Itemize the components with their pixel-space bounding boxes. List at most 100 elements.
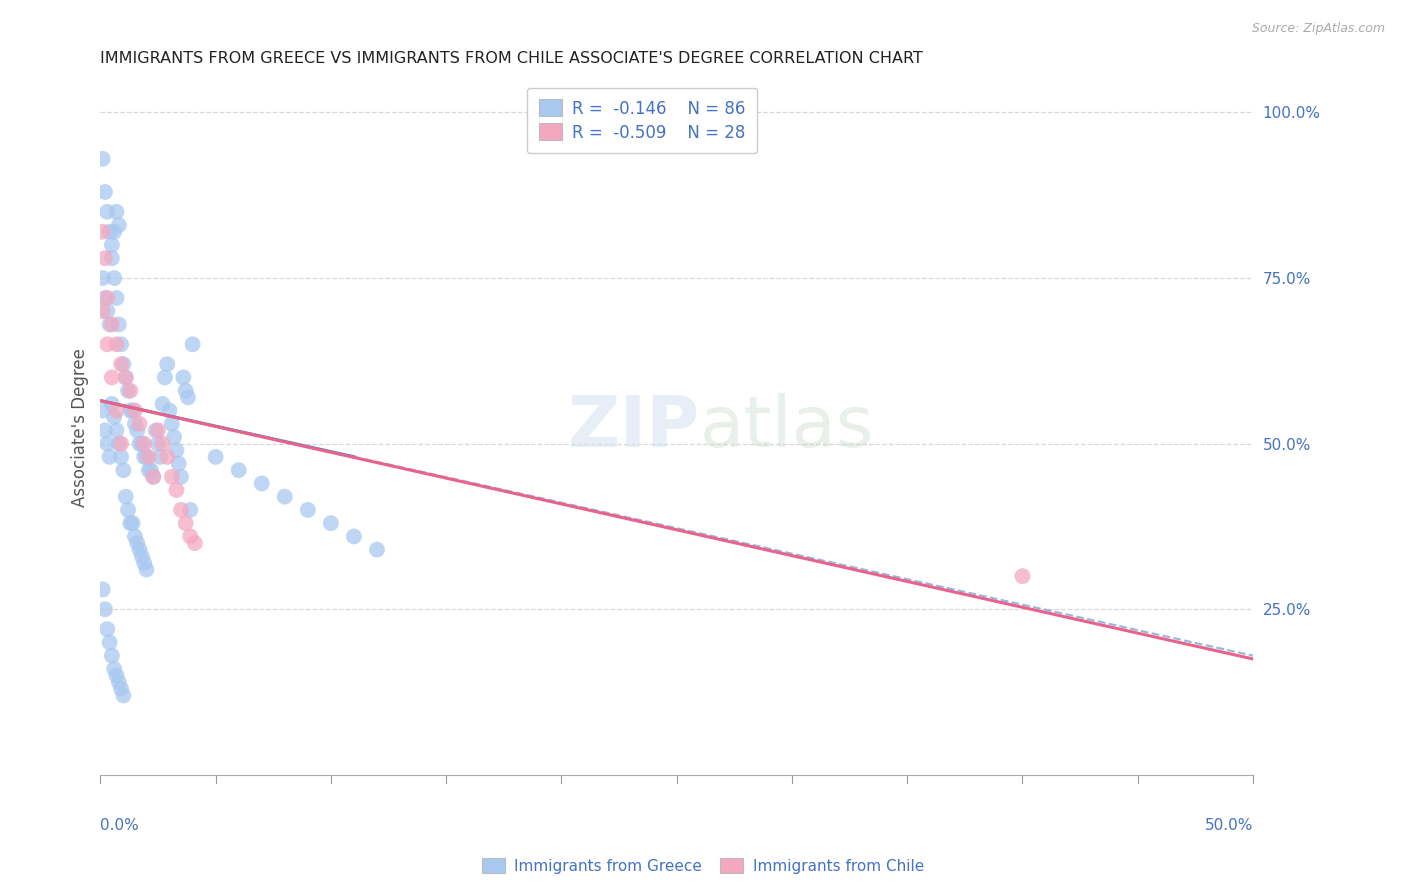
Point [142, 470, 165, 484]
Point [120, 384, 142, 398]
Point [170, 470, 193, 484]
Point [96, 337, 118, 351]
Point [107, 218, 129, 232]
Point [103, 662, 125, 676]
Point [114, 370, 136, 384]
Point [103, 271, 125, 285]
Point [184, 536, 207, 550]
Legend: Immigrants from Greece, Immigrants from Chile: Immigrants from Greece, Immigrants from … [477, 852, 929, 880]
Point [131, 549, 153, 564]
Point [146, 436, 169, 450]
Point [170, 503, 193, 517]
Point [98, 225, 121, 239]
Text: IMMIGRANTS FROM GREECE VS IMMIGRANTS FROM CHILE ASSOCIATE'S DEGREE CORRELATION C: IMMIGRANTS FROM GREECE VS IMMIGRANTS FRO… [100, 51, 924, 66]
Point [160, 470, 183, 484]
Point [105, 424, 128, 438]
Point [101, 648, 124, 663]
Point [174, 384, 197, 398]
Point [101, 370, 124, 384]
Point [131, 436, 153, 450]
Point [98, 635, 121, 649]
Text: ZIP: ZIP [568, 392, 700, 462]
Point [204, 450, 226, 464]
Point [138, 450, 160, 464]
Point [156, 357, 179, 371]
Point [159, 403, 181, 417]
Point [124, 529, 146, 543]
Point [105, 204, 128, 219]
Point [366, 542, 388, 557]
Point [179, 503, 201, 517]
Point [134, 556, 156, 570]
Point [135, 450, 157, 464]
Point [121, 403, 143, 417]
Point [149, 450, 172, 464]
Point [103, 410, 125, 425]
Point [156, 450, 179, 464]
Point [91, 271, 114, 285]
Point [297, 503, 319, 517]
Point [94, 291, 117, 305]
Point [274, 490, 297, 504]
Point [128, 542, 150, 557]
Text: atlas: atlas [700, 392, 875, 462]
Point [174, 516, 197, 531]
Text: 50.0%: 50.0% [1205, 818, 1253, 833]
Point [91, 304, 114, 318]
Point [117, 503, 139, 517]
Point [228, 463, 250, 477]
Point [105, 403, 128, 417]
Point [177, 390, 200, 404]
Point [160, 417, 183, 431]
Point [145, 424, 167, 438]
Point [112, 357, 135, 371]
Point [128, 436, 150, 450]
Point [152, 397, 174, 411]
Point [134, 436, 156, 450]
Point [117, 384, 139, 398]
Point [138, 463, 160, 477]
Point [91, 225, 114, 239]
Point [91, 403, 114, 417]
Point [120, 516, 142, 531]
Point [105, 291, 128, 305]
Point [98, 450, 121, 464]
Point [94, 185, 117, 199]
Point [110, 681, 132, 696]
Point [110, 436, 132, 450]
Point [94, 424, 117, 438]
Point [91, 152, 114, 166]
Point [165, 483, 187, 497]
Point [96, 622, 118, 636]
Point [1011, 569, 1033, 583]
Point [101, 397, 124, 411]
Point [343, 529, 366, 543]
Text: 0.0%: 0.0% [100, 818, 139, 833]
Point [107, 675, 129, 690]
Point [107, 436, 129, 450]
Point [94, 251, 117, 265]
Point [124, 403, 146, 417]
Point [103, 225, 125, 239]
Text: Source: ZipAtlas.com: Source: ZipAtlas.com [1251, 22, 1385, 36]
Point [114, 490, 136, 504]
Point [250, 476, 273, 491]
Point [124, 417, 146, 431]
Legend: R =  -0.146    N = 86, R =  -0.509    N = 28: R = -0.146 N = 86, R = -0.509 N = 28 [527, 87, 756, 153]
Point [101, 251, 124, 265]
Point [110, 450, 132, 464]
Point [153, 370, 176, 384]
Point [128, 417, 150, 431]
Point [163, 430, 186, 444]
Point [96, 204, 118, 219]
Point [120, 403, 142, 417]
Point [121, 516, 143, 531]
Point [107, 318, 129, 332]
Point [142, 470, 165, 484]
Point [179, 529, 201, 543]
Point [127, 424, 149, 438]
Point [112, 689, 135, 703]
Point [110, 357, 132, 371]
Point [110, 337, 132, 351]
Point [134, 450, 156, 464]
